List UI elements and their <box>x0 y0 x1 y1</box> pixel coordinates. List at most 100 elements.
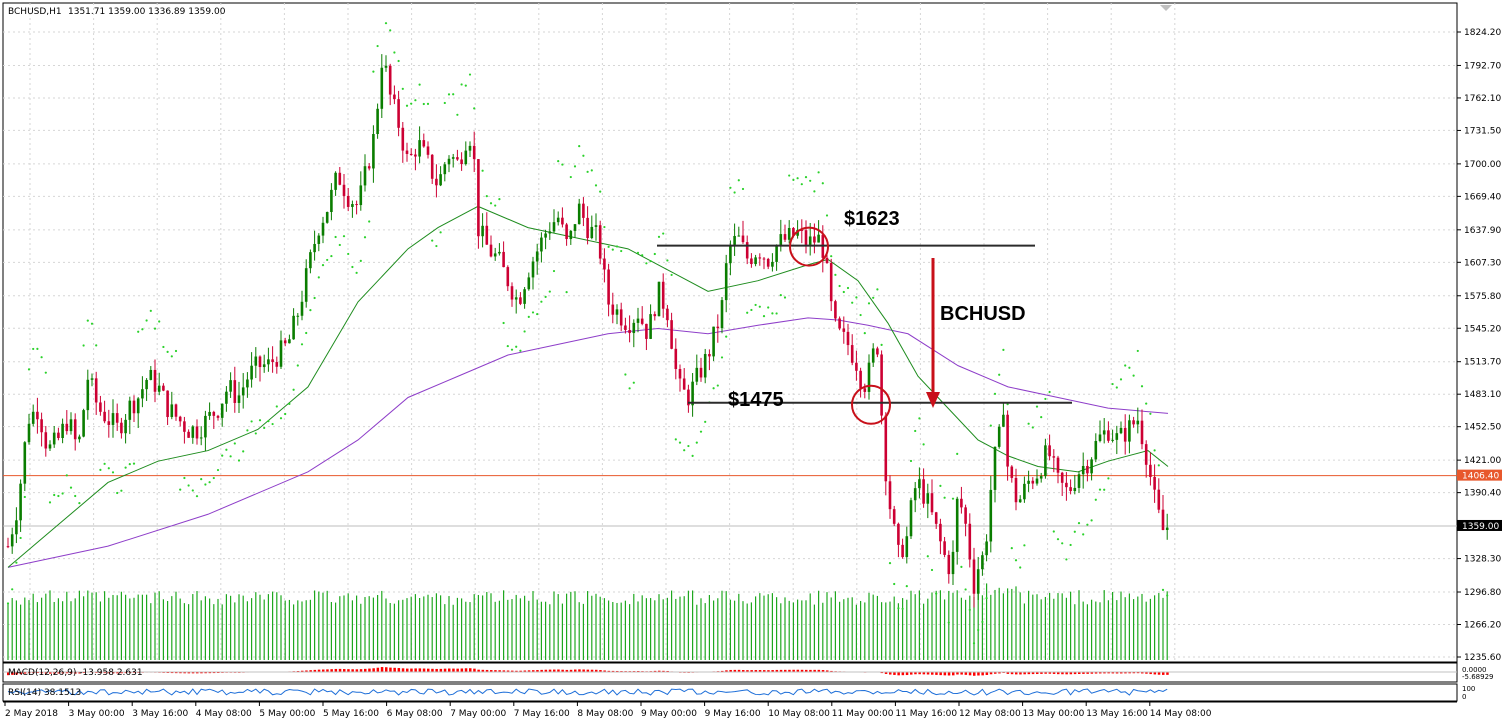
candle-body <box>317 235 321 244</box>
psar-dot <box>275 405 278 408</box>
macd-bar <box>1061 672 1064 675</box>
candle-body <box>640 318 644 324</box>
candle-body <box>540 237 543 252</box>
psar-dot <box>179 488 182 491</box>
macd-bar <box>817 669 821 673</box>
down-arrow-icon <box>926 258 940 408</box>
psar-dot <box>972 642 976 645</box>
candle-body <box>426 146 430 155</box>
psar-dot <box>389 29 392 32</box>
macd-bar <box>1057 672 1060 675</box>
candle-body <box>414 154 417 157</box>
candle-body <box>741 235 745 243</box>
psar-dot <box>1124 364 1127 367</box>
macd-bar <box>964 672 968 675</box>
psar-dot <box>431 239 434 242</box>
candle-body <box>456 157 459 160</box>
psar-dot <box>27 368 31 371</box>
macd-bar <box>821 669 825 673</box>
psar-dot <box>494 204 497 207</box>
candle-body <box>951 551 955 575</box>
psar-dot <box>704 420 707 423</box>
candle-body <box>813 236 816 243</box>
psar-dot <box>141 328 144 331</box>
candle-body <box>342 184 346 196</box>
candle-body <box>1128 420 1131 442</box>
candle-body <box>800 229 804 231</box>
candle-body <box>485 225 489 245</box>
candle-body <box>556 217 560 223</box>
psar-dot <box>855 296 858 299</box>
psar-dot <box>846 286 850 290</box>
candle-body <box>1014 477 1018 503</box>
candle-body <box>699 367 703 378</box>
macd-bar <box>1023 672 1026 675</box>
psar-dot <box>489 202 493 205</box>
parabolic-sar-dots <box>6 22 1169 645</box>
psar-dot <box>120 489 123 492</box>
psar-dot <box>947 621 950 624</box>
psar-dot <box>796 177 799 180</box>
macd-bar <box>775 669 779 673</box>
candle-body <box>607 269 610 305</box>
chart-shift-marker-icon[interactable] <box>1160 5 1172 11</box>
psar-dot <box>86 319 89 322</box>
macd-bar <box>1111 672 1115 674</box>
psar-dot <box>200 478 203 481</box>
macd-bar <box>61 672 65 674</box>
psar-dot <box>1061 542 1064 545</box>
psar-dot <box>145 319 148 322</box>
psar-dot <box>662 232 665 235</box>
psar-dot <box>1010 547 1013 550</box>
candle-body <box>199 437 203 439</box>
psar-dot <box>1149 412 1152 415</box>
candle-body <box>720 300 724 329</box>
candle-body <box>15 520 18 535</box>
candle-body <box>766 258 770 267</box>
psar-dot <box>284 412 287 416</box>
psar-dot <box>872 296 875 299</box>
psar-dot <box>23 495 26 499</box>
candle-body <box>338 172 342 185</box>
macd-bar <box>431 668 434 673</box>
candle-body <box>838 318 841 329</box>
macd-bar <box>40 672 44 674</box>
candle-body <box>145 379 148 390</box>
macd-bar <box>359 669 363 673</box>
psar-dot <box>851 301 854 304</box>
price-tick-label: 1545.20 <box>1464 324 1501 334</box>
macd-bar <box>1162 672 1165 675</box>
psar-dot <box>1082 533 1085 536</box>
macd-bar <box>78 672 81 674</box>
psar-dot <box>645 262 648 265</box>
candle-body <box>758 257 762 259</box>
candle-body <box>149 369 153 380</box>
time-tick-label: 11 May 00:00 <box>832 709 894 719</box>
psar-dot <box>326 258 329 262</box>
candle-body <box>359 185 363 206</box>
candle-body <box>464 150 468 165</box>
psar-dot <box>876 288 879 291</box>
time-axis: 2 May 2018 3 May 00:00 3 May 16:00 4 May 08… <box>4 702 1212 719</box>
resistance-label: $1623 <box>844 208 900 230</box>
candle-body <box>817 234 820 243</box>
psar-dot <box>330 254 333 258</box>
macd-bar <box>414 668 417 673</box>
candle-body <box>69 419 73 432</box>
psar-dot <box>674 438 677 441</box>
candle-body <box>884 415 888 482</box>
candle-body <box>153 369 157 392</box>
psar-dot <box>838 284 841 288</box>
psar-dot <box>401 87 404 90</box>
candle-body <box>296 315 300 317</box>
candle-body <box>846 331 850 346</box>
psar-dot <box>372 70 375 73</box>
candle-body <box>498 251 501 254</box>
psar-dot <box>557 160 560 163</box>
macd-bar <box>191 672 195 674</box>
psar-dot <box>447 93 451 96</box>
candle-body <box>779 234 783 246</box>
candle-body <box>225 391 228 404</box>
macd-bar <box>212 672 216 674</box>
